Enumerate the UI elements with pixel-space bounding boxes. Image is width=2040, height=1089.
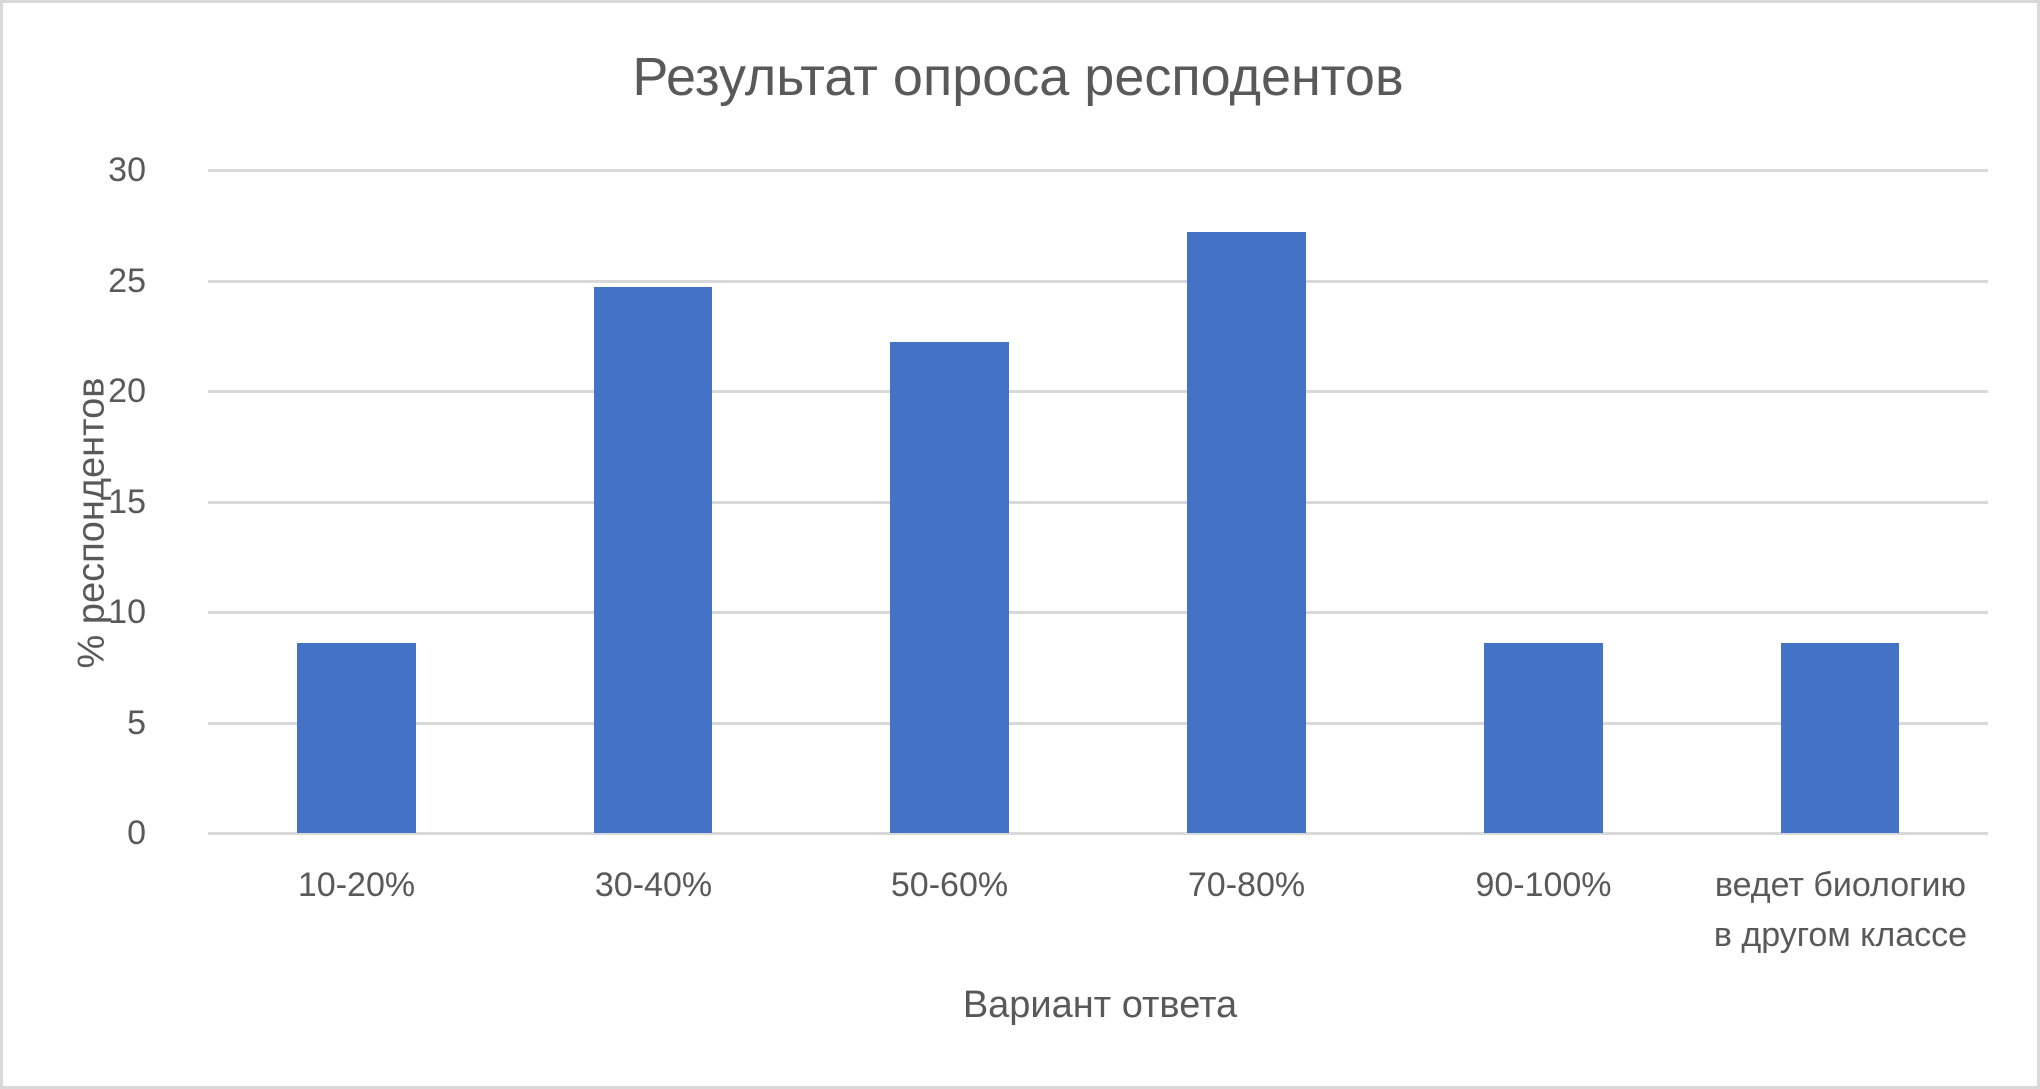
bar-other-class[interactable]: [1781, 642, 1899, 833]
y-tick-label: 10: [108, 593, 146, 631]
gridline-10: [208, 611, 1988, 614]
bar-10-20[interactable]: [297, 642, 416, 833]
gridline-20: [208, 390, 1988, 393]
bar-90-100[interactable]: [1484, 642, 1603, 833]
chart-title-text: Результат опроса респодентов: [632, 47, 1404, 107]
y-tick-label: 15: [108, 482, 146, 521]
x-tick-label: ведет биологию в другом классе: [1713, 866, 1968, 954]
y-tick-label: 30: [108, 151, 146, 189]
gridline-0: [208, 832, 1988, 835]
bar-50-60[interactable]: [890, 342, 1009, 833]
y-tick-label: 5: [127, 703, 146, 742]
x-axis-label: Вариант ответа: [962, 984, 1238, 1026]
y-tick-label: 20: [108, 372, 146, 410]
gridline-15: [208, 500, 1988, 504]
x-tick-label: 10-20%: [297, 866, 416, 904]
bar-70-80[interactable]: [1187, 231, 1306, 833]
plot-area: 0 5 10 15 20 25 30 10-20% 30-40% 50-60% …: [108, 151, 1988, 954]
y-tick-label: 25: [108, 261, 146, 300]
x-tick-label: 70-80%: [1187, 866, 1306, 904]
x-tick-label: 50-60%: [890, 866, 1009, 904]
chart-title: Результат опроса респодентов: [0, 42, 2040, 112]
gridline-30: [208, 169, 1988, 172]
x-tick-label: 30-40%: [594, 866, 713, 904]
bar-30-40[interactable]: [594, 287, 712, 833]
gridline-25: [208, 279, 1988, 283]
gridline-5: [208, 721, 1988, 725]
y-tick-label: 0: [127, 814, 146, 852]
x-tick-label: 90-100%: [1475, 866, 1612, 904]
